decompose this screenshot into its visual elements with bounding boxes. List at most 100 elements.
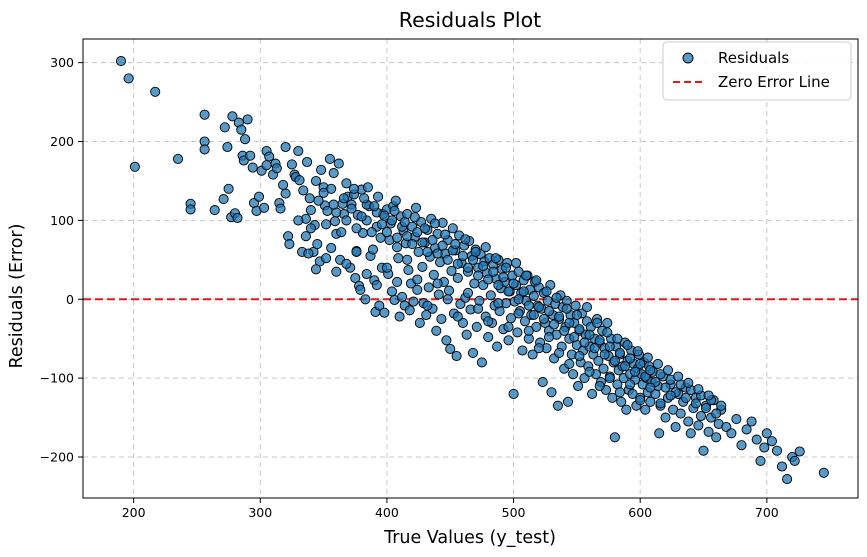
residual-point	[412, 274, 423, 285]
residual-point	[304, 193, 315, 204]
residual-point	[625, 353, 636, 364]
residual-point	[379, 307, 390, 318]
residual-point	[389, 205, 400, 216]
residual-point	[503, 335, 514, 346]
residual-point	[403, 265, 414, 276]
residual-point	[552, 400, 563, 411]
residual-point	[447, 223, 458, 234]
residual-point	[612, 333, 623, 344]
residual-point	[442, 254, 453, 265]
residual-point	[422, 300, 433, 311]
residual-point	[538, 313, 549, 325]
residual-point	[264, 151, 275, 162]
residual-point	[305, 223, 316, 234]
residual-point	[310, 175, 322, 187]
legend-frame	[662, 41, 852, 101]
residual-point	[275, 203, 286, 214]
residual-point	[310, 264, 322, 275]
residual-point	[381, 227, 392, 238]
residual-point	[199, 109, 210, 120]
residual-point	[371, 280, 382, 291]
residual-point	[533, 343, 544, 354]
residual-point	[328, 199, 339, 210]
residual-point	[584, 329, 595, 340]
residual-point	[673, 371, 684, 382]
residual-point	[467, 347, 479, 358]
residual-point	[642, 352, 653, 363]
residual-point	[313, 195, 324, 206]
residual-point	[543, 306, 555, 317]
residual-point	[247, 162, 258, 173]
residual-point	[359, 193, 370, 204]
x-tick-label: 600	[628, 505, 652, 520]
residual-point	[356, 211, 367, 222]
residual-point	[751, 434, 762, 445]
residual-point	[592, 317, 603, 328]
residual-point	[607, 392, 618, 403]
residual-point	[305, 205, 316, 216]
residual-point	[422, 246, 433, 257]
residual-point	[428, 269, 439, 280]
residual-point	[457, 250, 468, 261]
residual-point	[518, 286, 529, 297]
residual-point	[432, 278, 443, 289]
residual-point	[513, 308, 524, 319]
residual-point	[437, 240, 448, 251]
residual-point	[410, 202, 422, 213]
residual-point	[302, 156, 313, 168]
residual-point	[462, 287, 474, 298]
residual-point	[488, 266, 499, 277]
residual-point	[232, 212, 243, 224]
residual-point	[326, 242, 337, 254]
residual-point	[321, 219, 332, 230]
residual-point	[695, 410, 707, 422]
residual-point	[587, 388, 598, 399]
x-tick-label: 400	[375, 505, 399, 520]
y-tick-label: 300	[50, 55, 74, 70]
residual-point	[336, 227, 347, 238]
residual-point	[366, 227, 377, 238]
residual-point	[316, 164, 327, 175]
residual-point	[476, 357, 487, 368]
residual-point	[498, 272, 509, 283]
residual-point	[818, 467, 829, 478]
residual-point	[328, 168, 339, 179]
residual-point	[381, 262, 392, 273]
residual-point	[493, 280, 504, 291]
residual-point	[338, 193, 349, 204]
y-tick-label: 0	[66, 292, 74, 307]
residual-point	[537, 377, 548, 388]
residual-point	[417, 261, 428, 272]
residual-point	[404, 305, 415, 316]
residual-point	[680, 392, 691, 403]
residual-point	[284, 239, 295, 250]
residual-point	[227, 111, 238, 122]
residual-point	[442, 294, 453, 305]
residual-point	[452, 258, 463, 269]
residual-point	[711, 432, 722, 443]
x-tick-label: 500	[502, 505, 526, 520]
residual-point	[570, 300, 581, 311]
residual-point	[493, 298, 504, 309]
residual-point	[541, 286, 552, 297]
residual-point	[209, 205, 220, 216]
residual-point	[473, 303, 484, 314]
axis-ticks: 200 300 400 500 600 700 −200 −100 0 100 200 300	[40, 55, 779, 520]
residual-point	[341, 258, 352, 269]
residual-point	[242, 114, 253, 125]
residual-point	[483, 274, 494, 285]
legend-label-zero-line: Zero Error Line	[718, 73, 830, 91]
residual-point	[551, 292, 562, 303]
residual-point	[293, 215, 304, 226]
residual-point	[433, 289, 444, 300]
residual-point	[386, 215, 398, 226]
residual-point	[402, 254, 413, 265]
residual-point	[700, 403, 712, 414]
residual-point	[662, 365, 674, 376]
residual-point	[568, 369, 579, 380]
residual-point	[312, 239, 323, 250]
residual-point	[789, 455, 800, 466]
residual-point	[392, 242, 403, 253]
residual-point	[562, 396, 574, 407]
residual-point	[761, 428, 772, 439]
